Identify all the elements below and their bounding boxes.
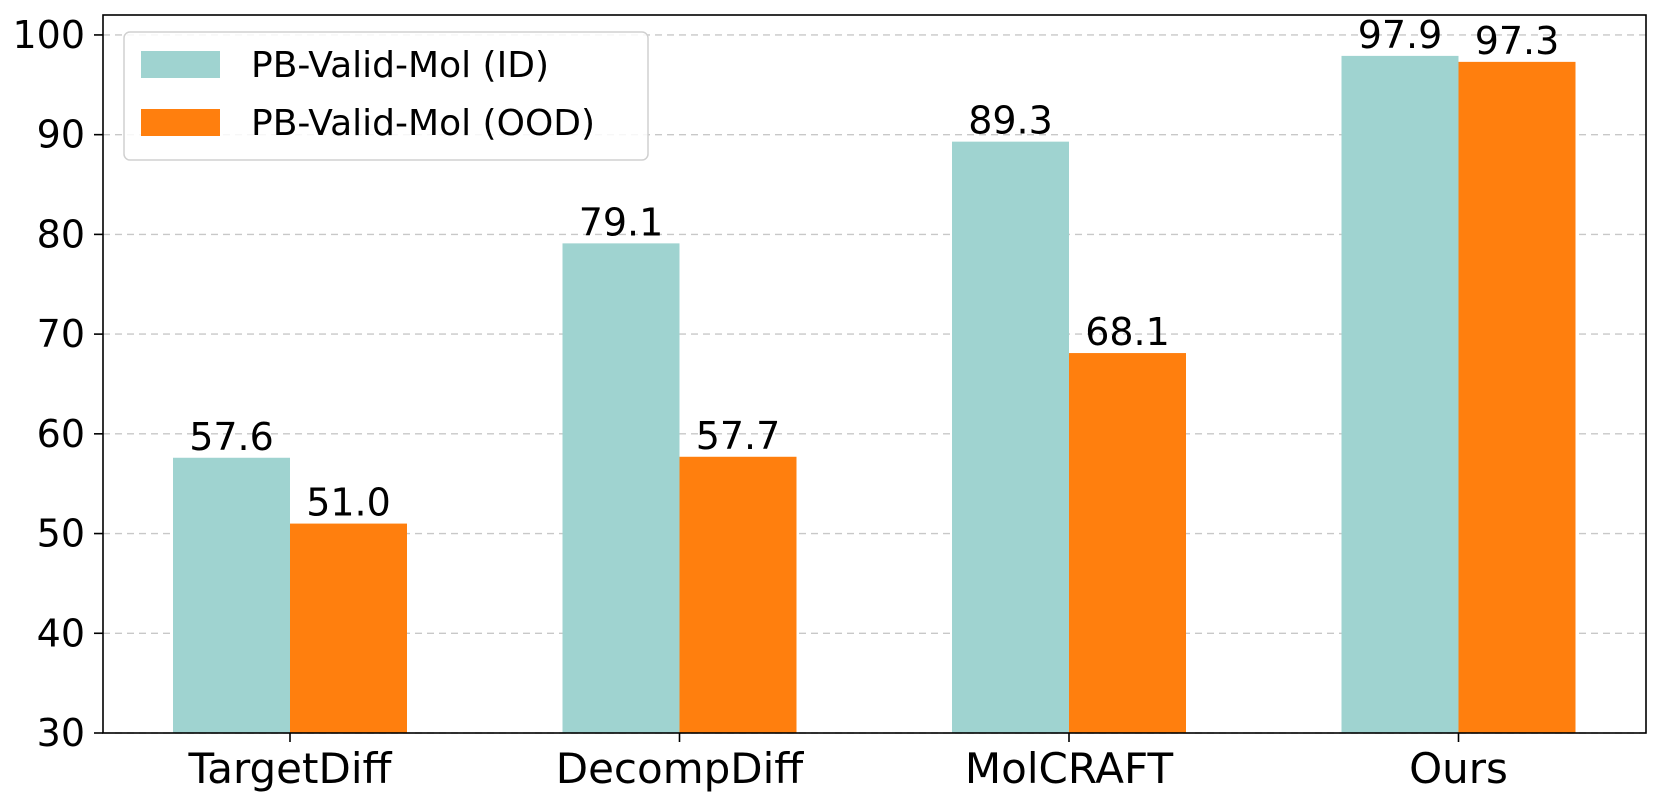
data-label: 89.3 [968,99,1053,143]
data-label: 97.3 [1475,19,1560,63]
axes: 30 40 50 60 70 80 90 100 TargetDiff DecompDiff Mol… [12,13,1647,793]
bar-id-molcraft [952,141,1069,733]
legend-label: PB-Valid-Mol (ID) [251,45,549,86]
bar-ood-decompdiff [679,456,797,733]
y-tick-label: 100 [12,13,85,57]
legend-label: PB-Valid-Mol (OOD) [251,103,595,144]
bar-ood-molcraft [1069,353,1186,733]
legend: PB-Valid-Mol (ID) PB-Valid-Mol (OOD) [123,31,649,161]
data-labels: 57.6 79.1 89.3 97.9 51.0 57.7 68.1 97.3 [189,13,1559,525]
bar-id-decompdiff [562,243,680,733]
bars [173,55,1576,734]
bar-id-targetdiff [173,457,290,733]
data-label: 97.9 [1358,13,1443,57]
data-label: 57.6 [189,415,274,459]
y-tick-label: 50 [37,512,85,556]
bar-ood-targetdiff [290,523,407,733]
data-label: 79.1 [579,200,664,244]
y-tick-label: 30 [37,711,85,755]
x-tick-label: MolCRAFT [965,744,1174,793]
legend-box [123,31,649,161]
legend-swatch [141,109,220,136]
x-tick-label: Ours [1409,744,1508,793]
y-tick-label: 40 [37,611,85,655]
x-tick-label: TargetDiff [188,744,393,793]
data-label: 68.1 [1085,310,1170,354]
plot-frame [102,14,1647,734]
bar-id-ours [1341,55,1459,734]
y-tick-label: 60 [37,412,85,456]
y-tick-label: 80 [37,212,85,256]
x-tick-label: DecompDiff [556,744,805,793]
bar-ood-ours [1458,61,1576,733]
legend-swatch [141,51,220,78]
data-label: 51.0 [306,481,391,525]
y-tick-label: 70 [37,312,85,356]
y-tick-label: 90 [37,113,85,157]
data-label: 57.7 [696,414,781,458]
